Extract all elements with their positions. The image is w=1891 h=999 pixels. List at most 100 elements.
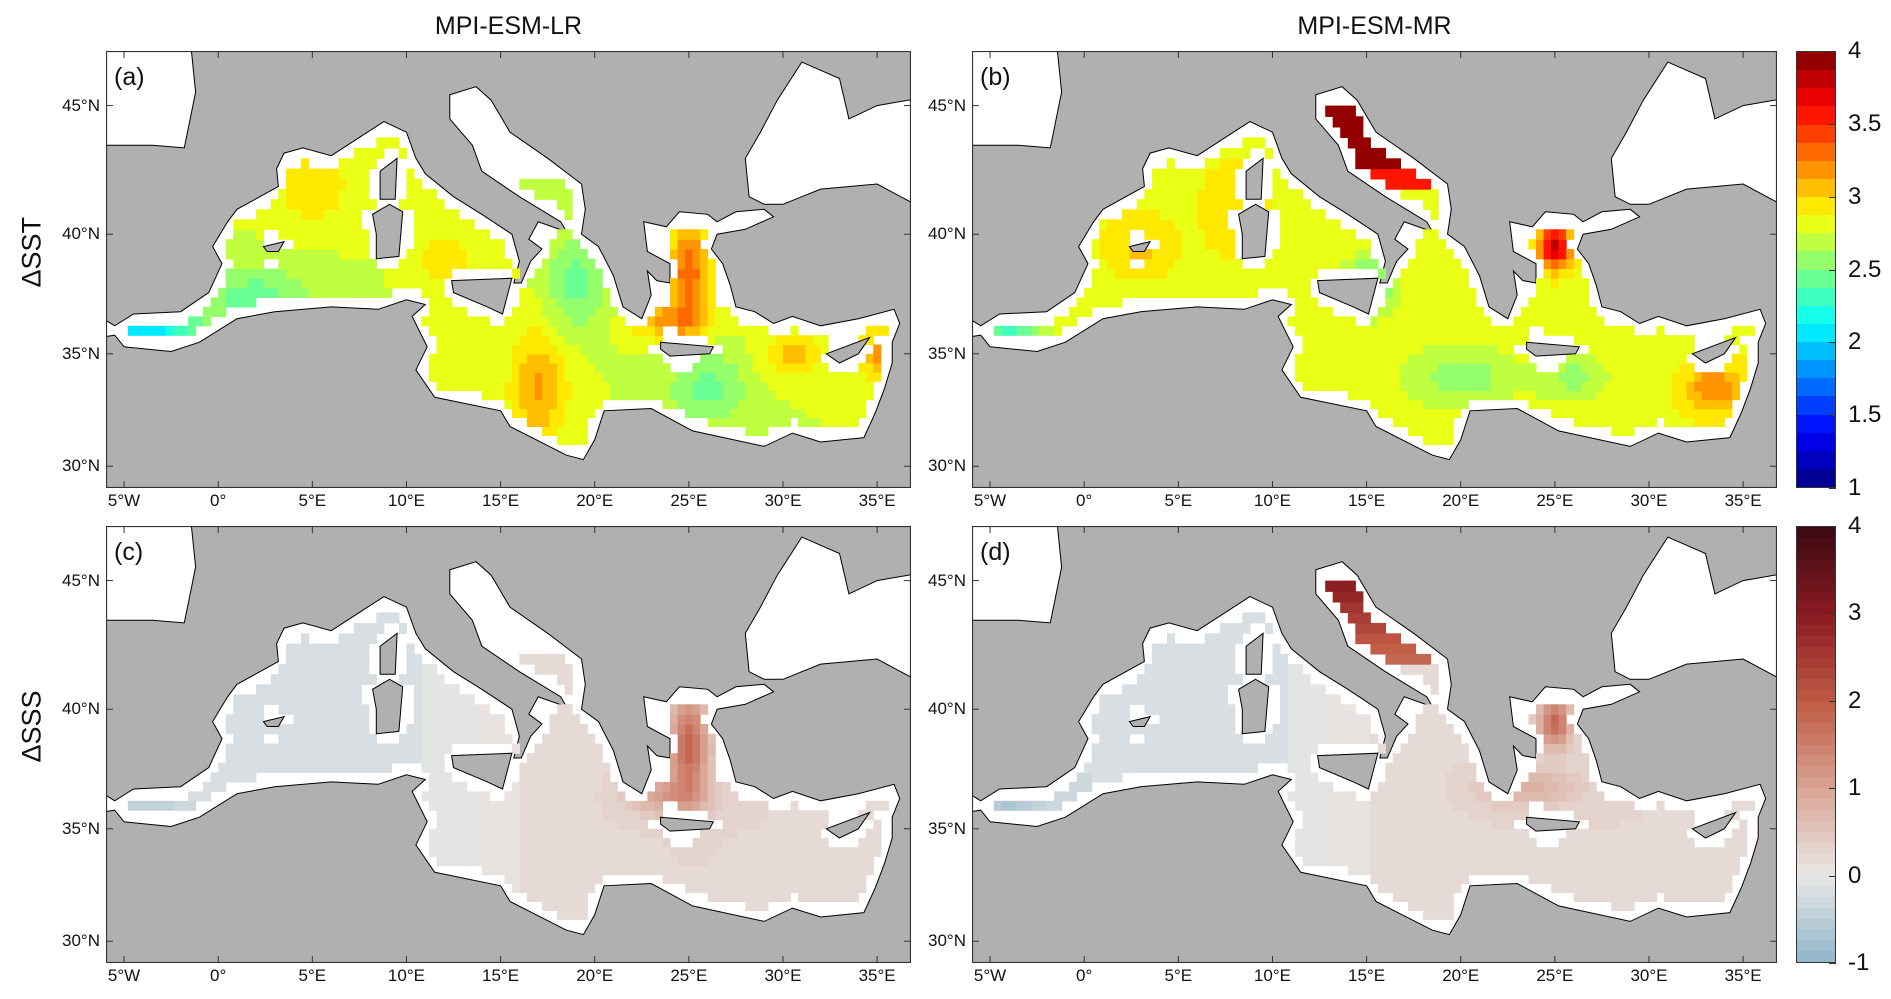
data-cell xyxy=(316,189,325,200)
data-cell xyxy=(1626,828,1635,839)
data-cell xyxy=(1264,733,1273,745)
data-cell xyxy=(1423,743,1432,754)
data-cell xyxy=(481,335,490,346)
data-cell xyxy=(1325,325,1334,336)
data-cell xyxy=(308,219,317,230)
data-cell xyxy=(466,704,475,715)
data-cell xyxy=(534,178,543,190)
data-cell xyxy=(1694,381,1703,392)
data-cell xyxy=(489,381,498,392)
data-cell xyxy=(572,883,581,894)
data-cell xyxy=(1204,268,1213,279)
data-cell xyxy=(1392,278,1401,289)
data-cell xyxy=(692,704,701,715)
data-cell xyxy=(451,819,460,830)
data-cell xyxy=(534,268,543,279)
data-cell xyxy=(1295,249,1304,260)
data-cell xyxy=(1588,325,1597,336)
data-cell xyxy=(707,883,716,894)
data-cell xyxy=(286,674,295,685)
lat-tick-label: 30°N xyxy=(62,456,100,476)
data-cell xyxy=(805,335,814,346)
data-cell xyxy=(1445,268,1454,279)
data-cell xyxy=(1167,643,1176,655)
data-cell xyxy=(1302,249,1311,260)
data-cell xyxy=(1189,278,1198,289)
data-cell xyxy=(519,847,528,857)
data-cell xyxy=(685,399,694,410)
data-cell xyxy=(1430,335,1439,346)
data-cell xyxy=(1415,828,1424,839)
data-cell xyxy=(760,883,769,894)
data-cell xyxy=(1295,772,1304,783)
data-cell xyxy=(1664,408,1673,419)
data-cell xyxy=(233,724,242,735)
data-cell xyxy=(564,819,573,830)
data-cell xyxy=(278,674,287,685)
data-cell xyxy=(572,714,581,725)
data-cell xyxy=(489,363,498,373)
data-cell xyxy=(722,417,731,427)
data-cell xyxy=(1136,753,1145,764)
data-cell xyxy=(805,847,814,857)
data-cell xyxy=(1596,325,1605,336)
data-cell xyxy=(1596,408,1605,419)
data-cell xyxy=(1114,239,1123,250)
data-cell xyxy=(1709,847,1718,857)
data-cell xyxy=(301,219,310,230)
atlantic-ocean xyxy=(106,526,197,624)
data-cell xyxy=(451,239,460,250)
data-cell xyxy=(1430,883,1439,894)
data-cell xyxy=(1182,258,1191,270)
data-cell xyxy=(444,791,453,802)
data-cell xyxy=(1543,704,1552,715)
data-cell xyxy=(293,714,302,725)
data-cell xyxy=(843,399,852,410)
data-cell xyxy=(1400,653,1409,665)
data-cell xyxy=(1460,819,1469,830)
data-cell xyxy=(1212,714,1221,725)
data-cell xyxy=(745,892,754,902)
data-cell xyxy=(1581,287,1590,298)
colorbar-band xyxy=(1797,142,1835,161)
data-cell xyxy=(1611,372,1620,382)
data-cell xyxy=(286,219,295,230)
data-cell xyxy=(1513,390,1522,401)
data-cell xyxy=(466,733,475,745)
data-cell xyxy=(526,417,535,427)
data-cell xyxy=(1423,390,1432,401)
data-cell xyxy=(1219,278,1228,289)
data-cell xyxy=(534,344,543,355)
data-cell xyxy=(534,772,543,783)
data-cell xyxy=(1182,168,1191,180)
data-cell xyxy=(745,363,754,373)
data-cell xyxy=(677,762,686,773)
data-cell xyxy=(1558,856,1567,867)
data-cell xyxy=(451,372,460,382)
data-cell xyxy=(730,828,739,839)
data-cell xyxy=(1227,743,1236,754)
data-cell xyxy=(1415,724,1424,735)
data-cell xyxy=(1611,874,1620,885)
data-cell xyxy=(1536,390,1545,401)
data-cell xyxy=(1084,772,1093,783)
data-cell xyxy=(323,733,332,745)
data-cell xyxy=(1174,268,1183,279)
data-cell xyxy=(1649,828,1658,839)
data-cell xyxy=(293,229,302,240)
data-cell xyxy=(805,363,814,373)
data-cell xyxy=(745,874,754,885)
data-cell xyxy=(286,199,295,210)
data-cell xyxy=(1144,694,1153,705)
data-cell xyxy=(1415,819,1424,830)
data-cell xyxy=(1392,390,1401,401)
data-cell xyxy=(1641,335,1650,346)
data-cell xyxy=(1001,800,1010,811)
data-cell xyxy=(1445,363,1454,373)
data-cell xyxy=(1234,158,1243,170)
data-cell xyxy=(1310,353,1319,364)
data-cell xyxy=(805,810,814,821)
data-cell xyxy=(406,278,415,289)
data-cell xyxy=(383,762,392,773)
data-cell xyxy=(700,229,709,240)
